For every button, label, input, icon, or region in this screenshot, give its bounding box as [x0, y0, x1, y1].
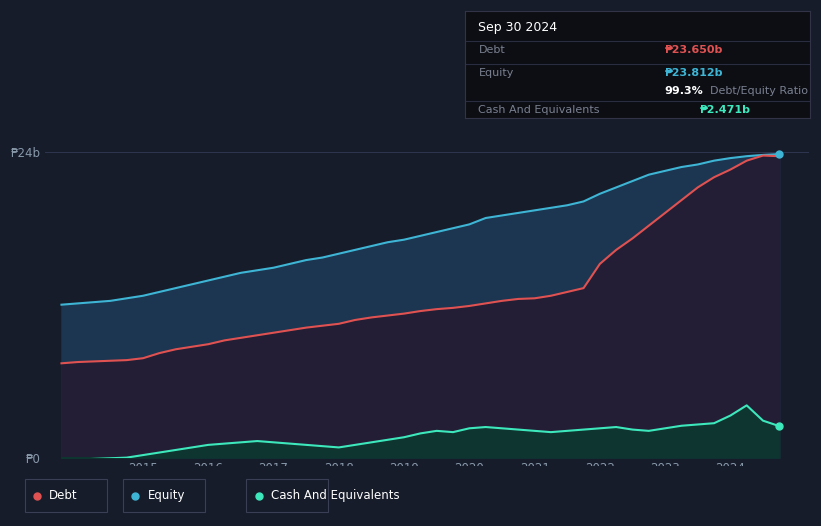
Text: 99.3%: 99.3%: [665, 86, 704, 96]
Text: Cash And Equivalents: Cash And Equivalents: [479, 105, 600, 115]
Text: Debt/Equity Ratio: Debt/Equity Ratio: [709, 86, 808, 96]
Text: Sep 30 2024: Sep 30 2024: [479, 21, 557, 34]
Text: Equity: Equity: [479, 68, 514, 78]
Text: Debt: Debt: [49, 489, 78, 502]
Text: ₱23.812b: ₱23.812b: [665, 68, 723, 78]
Text: Cash And Equivalents: Cash And Equivalents: [271, 489, 400, 502]
Text: ₱23.650b: ₱23.650b: [665, 45, 723, 55]
Text: ₱2.471b: ₱2.471b: [699, 105, 750, 115]
Text: Debt: Debt: [479, 45, 505, 55]
Text: Equity: Equity: [148, 489, 186, 502]
